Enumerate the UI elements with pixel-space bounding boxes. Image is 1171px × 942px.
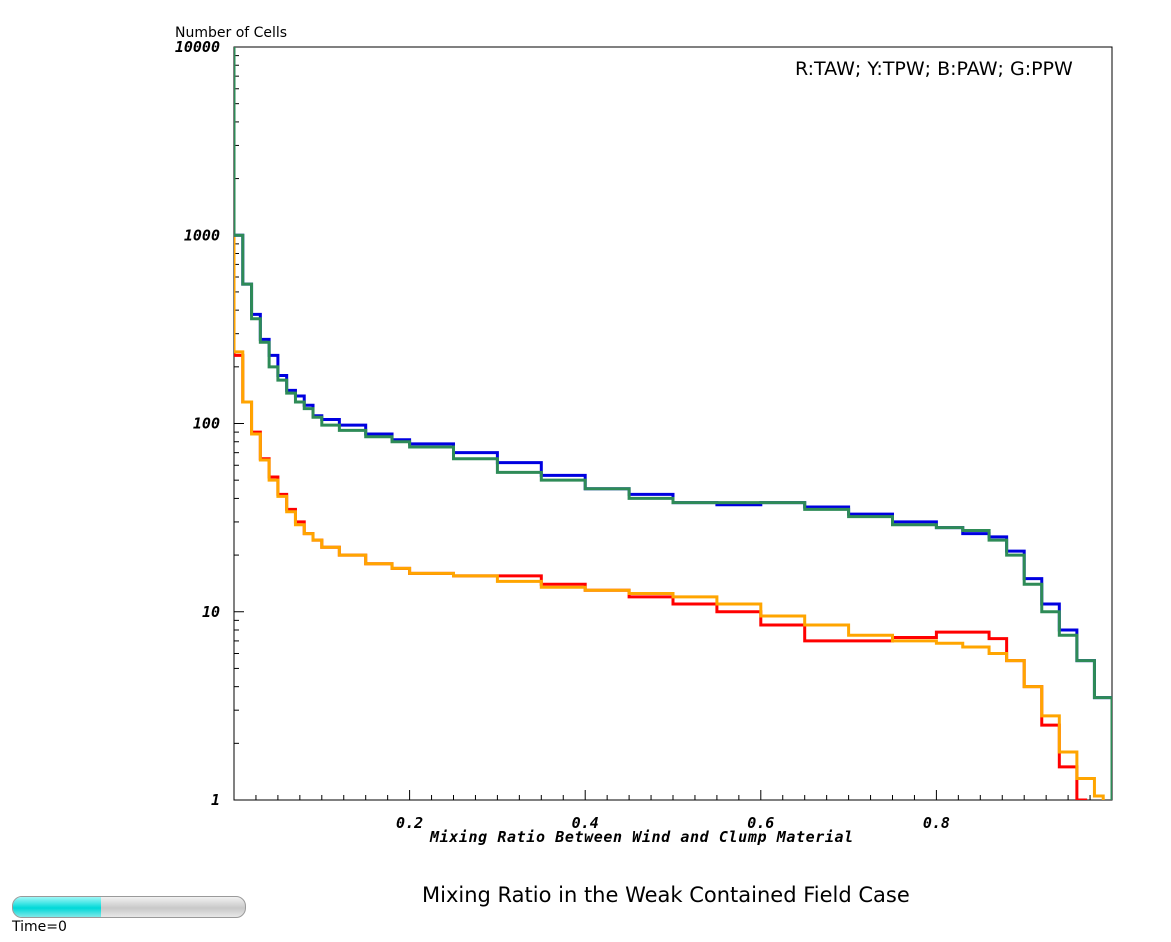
series-line-r bbox=[234, 47, 1088, 800]
y-tick-label: 100 bbox=[193, 415, 220, 433]
plot-frame bbox=[233, 46, 1113, 801]
y-tick-label: 10 bbox=[202, 603, 220, 621]
y-tick-label: 1000 bbox=[184, 226, 220, 244]
y-tick-label: 1 bbox=[211, 791, 220, 809]
x-tick-label: 0.4 bbox=[572, 814, 599, 832]
time-label: Time=0 bbox=[12, 919, 67, 935]
x-tick-label: 0.6 bbox=[747, 814, 774, 832]
legend-text: R:TAW; Y:TPW; B:PAW; G:PPW bbox=[795, 58, 1073, 80]
x-axis-title: Mixing Ratio Between Wind and Clump Mate… bbox=[430, 828, 854, 846]
time-slider[interactable] bbox=[12, 896, 246, 918]
y-axis-title: Number of Cells bbox=[175, 25, 288, 41]
series-line-b bbox=[234, 47, 1112, 800]
x-tick-label: 0.8 bbox=[923, 814, 950, 832]
y-tick-label: 10000 bbox=[175, 38, 220, 56]
series-line-y bbox=[234, 47, 1105, 800]
plot-caption: Mixing Ratio in the Weak Contained Field… bbox=[422, 883, 910, 907]
time-slider-fill bbox=[13, 897, 102, 917]
x-tick-label: 0.2 bbox=[396, 814, 423, 832]
series-line-g bbox=[234, 47, 1112, 800]
